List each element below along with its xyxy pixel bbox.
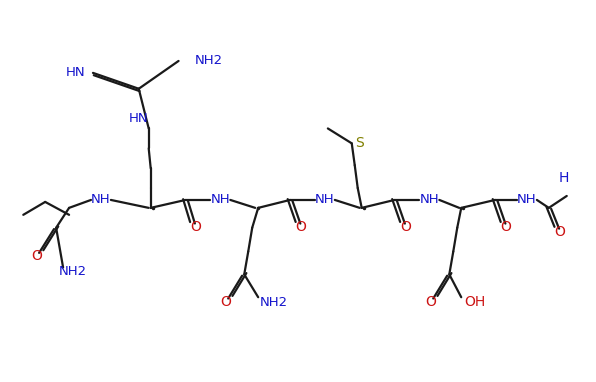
Text: NH2: NH2 <box>260 296 288 309</box>
Text: NH: NH <box>315 193 335 206</box>
Text: O: O <box>190 220 201 234</box>
Text: NH: NH <box>420 193 439 206</box>
Text: O: O <box>220 295 231 309</box>
Text: HN: HN <box>66 66 85 79</box>
Text: OH: OH <box>464 295 486 309</box>
Text: O: O <box>296 220 306 234</box>
Text: O: O <box>554 225 565 239</box>
Text: NH: NH <box>91 193 111 206</box>
Text: NH: NH <box>517 193 537 206</box>
Text: HN: HN <box>129 112 148 125</box>
Text: H: H <box>558 171 569 185</box>
Text: NH2: NH2 <box>194 55 223 68</box>
Text: S: S <box>355 136 364 151</box>
Text: O: O <box>425 295 436 309</box>
Text: NH2: NH2 <box>59 265 87 278</box>
Text: NH: NH <box>210 193 230 206</box>
Text: O: O <box>31 249 42 262</box>
Text: O: O <box>501 220 511 234</box>
Text: O: O <box>400 220 411 234</box>
